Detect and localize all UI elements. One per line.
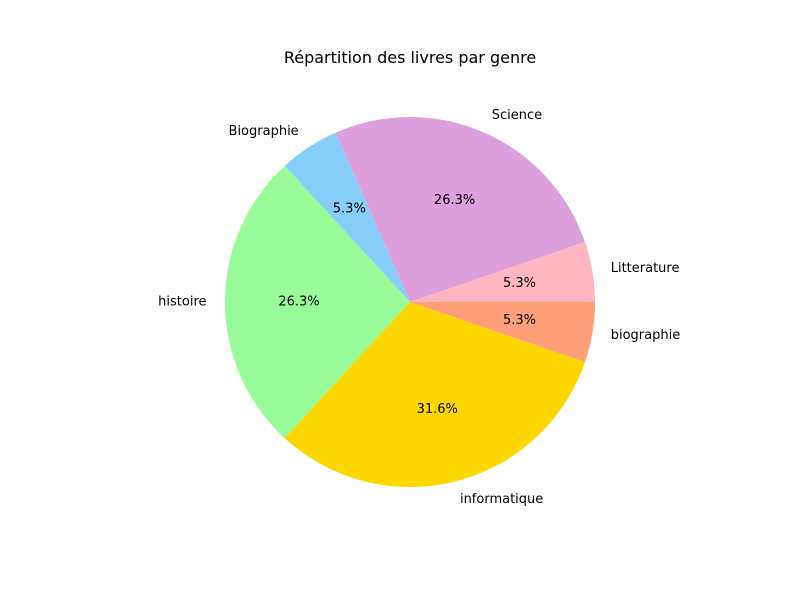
- slice-percent-histoire-3: 26.3%: [278, 295, 319, 310]
- pie-slice-biographie-5: [410, 302, 595, 363]
- slice-percent-science-1: 26.3%: [434, 193, 475, 208]
- slice-percent-biographie-5: 5.3%: [503, 313, 536, 328]
- pie-slices: [224, 116, 595, 488]
- pie-slice-informatique-4: [284, 302, 585, 488]
- slice-label-biographie-5: biographie: [611, 328, 680, 343]
- slice-label-biographie-2: Biographie: [229, 124, 299, 139]
- slice-label-science-1: Science: [492, 108, 542, 123]
- slice-percent-litterature-0: 5.3%: [503, 276, 536, 291]
- slice-percent-informatique-4: 31.6%: [417, 402, 458, 417]
- pie-slice-litterature-0: [410, 241, 595, 302]
- slice-label-histoire-3: histoire: [158, 295, 206, 310]
- pie-slice-science-1: [335, 116, 585, 302]
- slice-label-litterature-0: Litterature: [611, 261, 680, 276]
- pie-slice-biographie-2: [284, 132, 410, 302]
- pie-slice-histoire-3: [224, 165, 410, 439]
- pie-labels: Litterature 5.3% Science 26.3% Biographie 5.3…: [158, 108, 680, 507]
- slice-percent-biographie-2: 5.3%: [333, 202, 366, 217]
- slice-label-informatique-4: informatique: [460, 492, 543, 507]
- chart-title: Répartition des livres par genre: [284, 48, 536, 67]
